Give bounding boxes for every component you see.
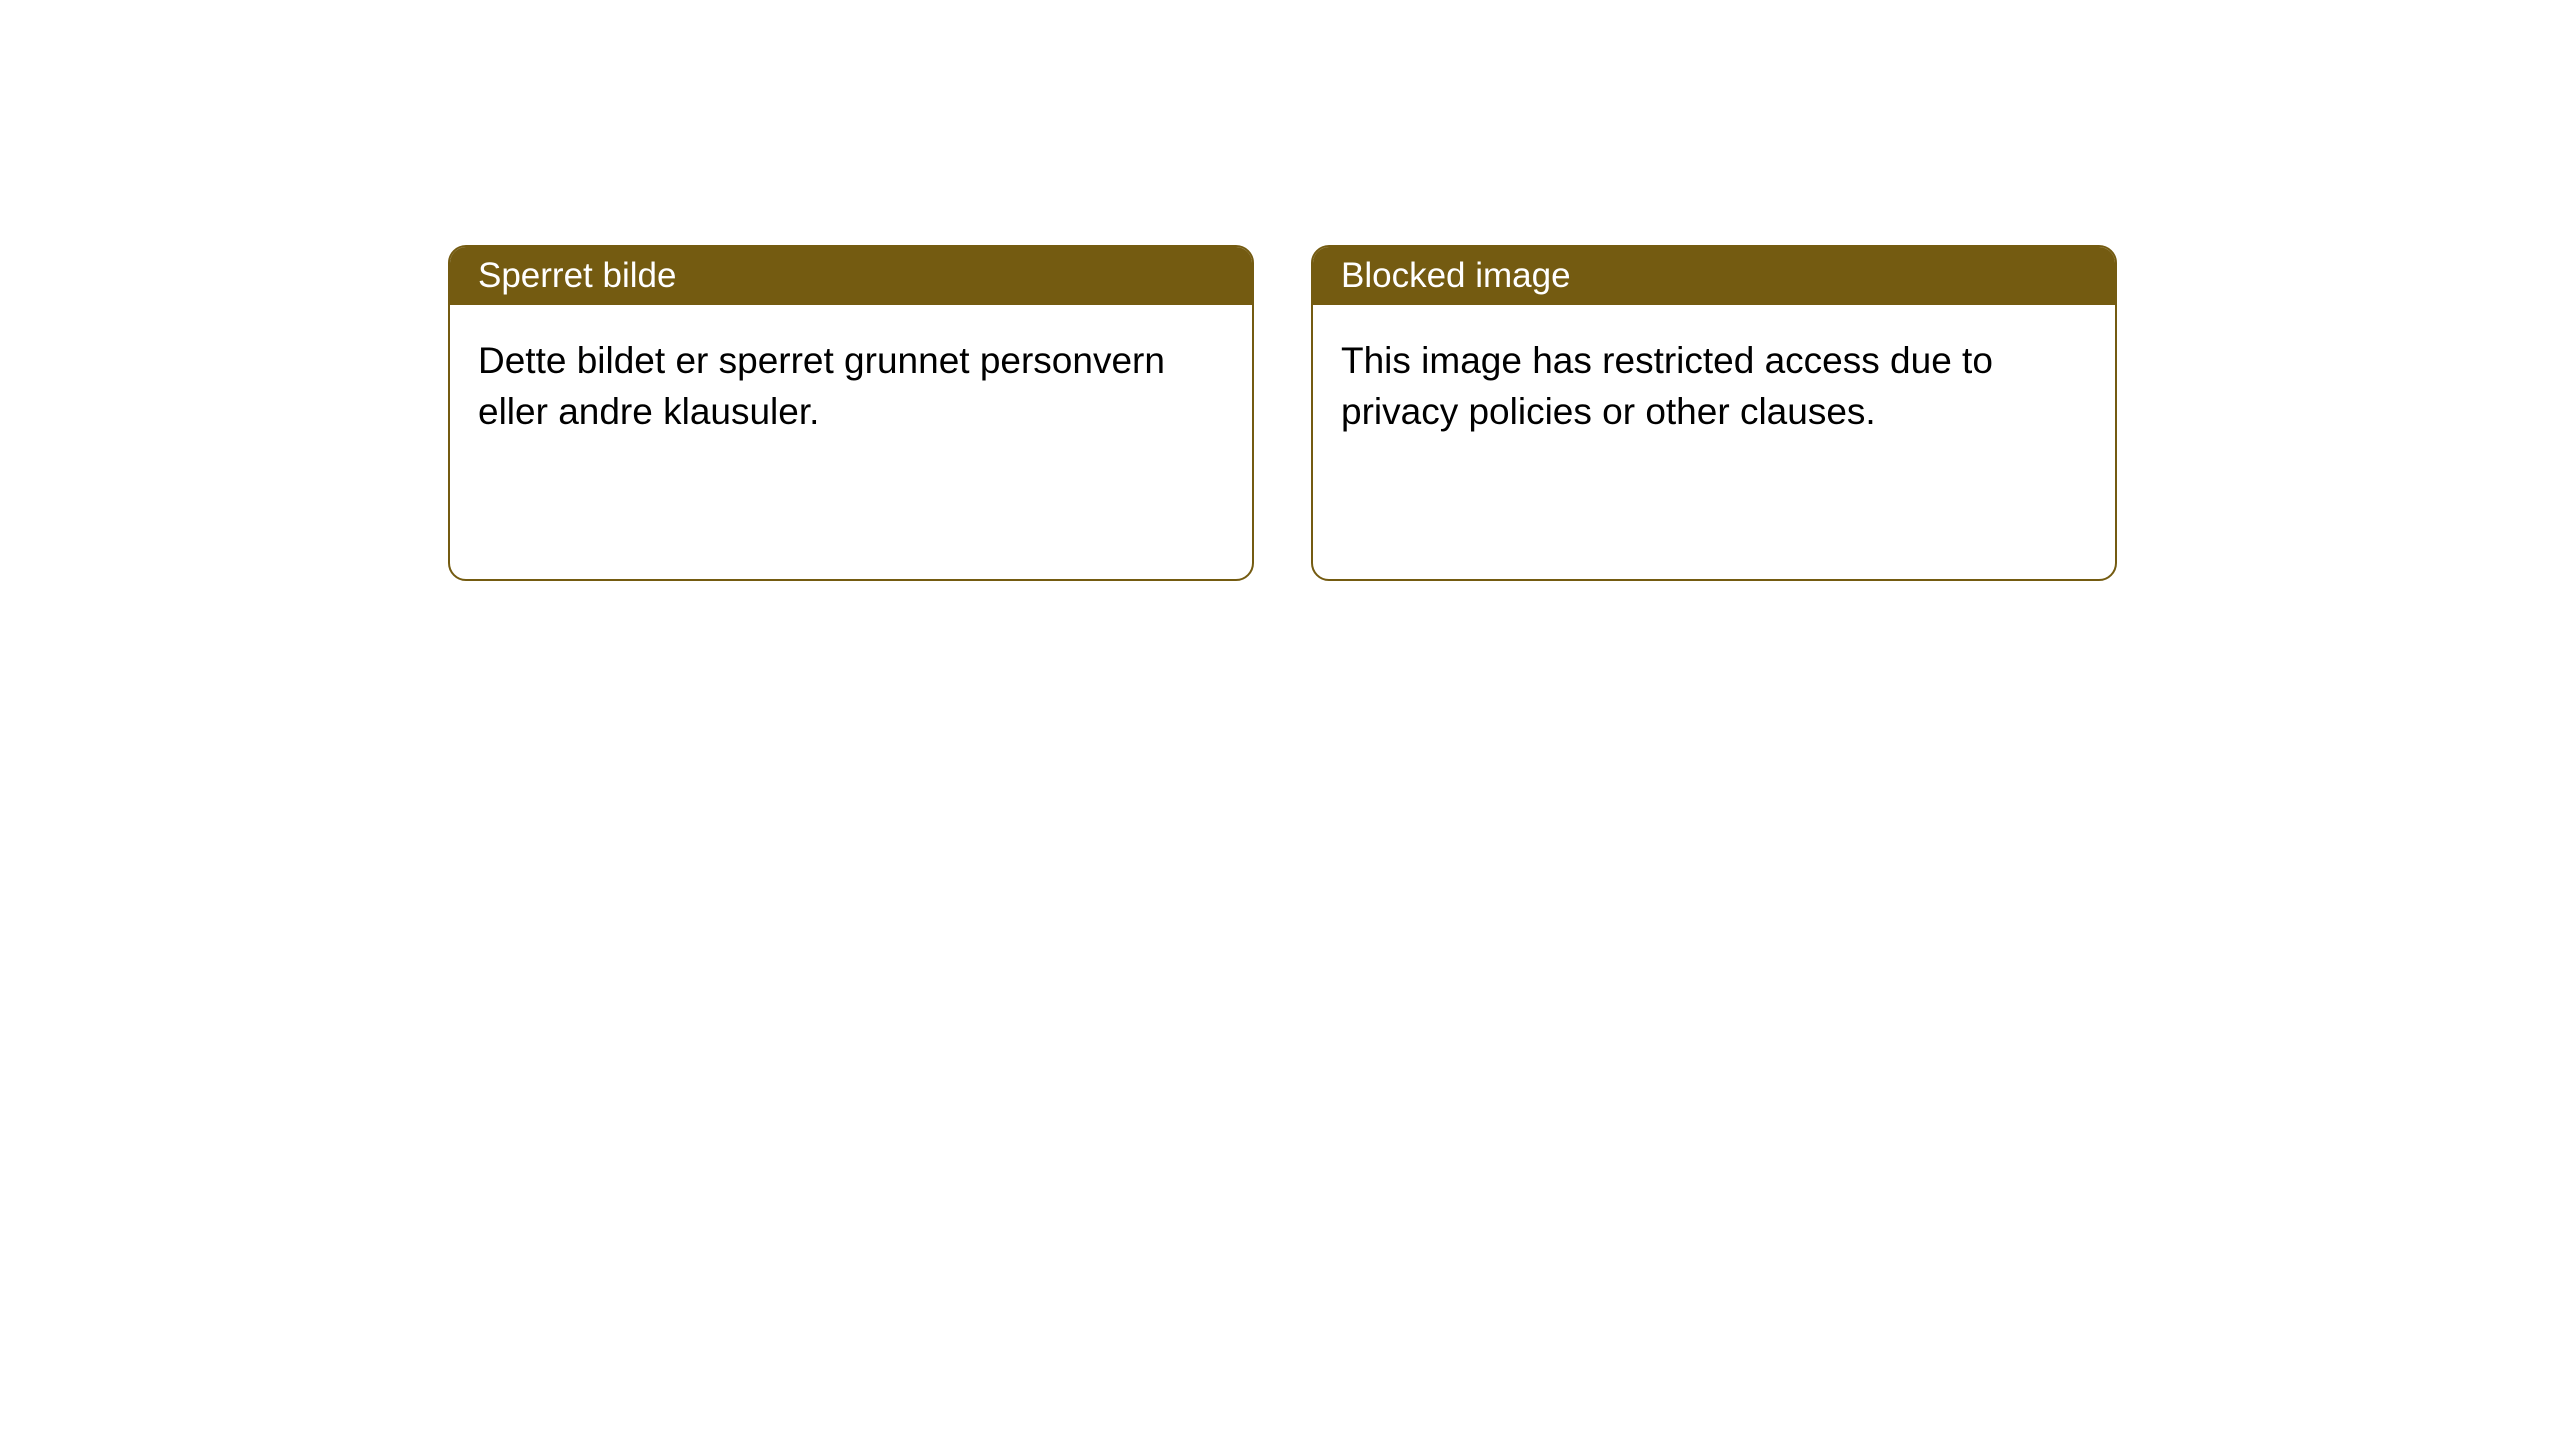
notice-card-norwegian: Sperret bilde Dette bildet er sperret gr… [448, 245, 1254, 581]
notice-header-norwegian: Sperret bilde [450, 247, 1252, 305]
notice-header-english: Blocked image [1313, 247, 2115, 305]
notice-cards-container: Sperret bilde Dette bildet er sperret gr… [0, 0, 2560, 581]
notice-body-norwegian: Dette bildet er sperret grunnet personve… [450, 305, 1252, 467]
notice-card-english: Blocked image This image has restricted … [1311, 245, 2117, 581]
notice-body-english: This image has restricted access due to … [1313, 305, 2115, 467]
